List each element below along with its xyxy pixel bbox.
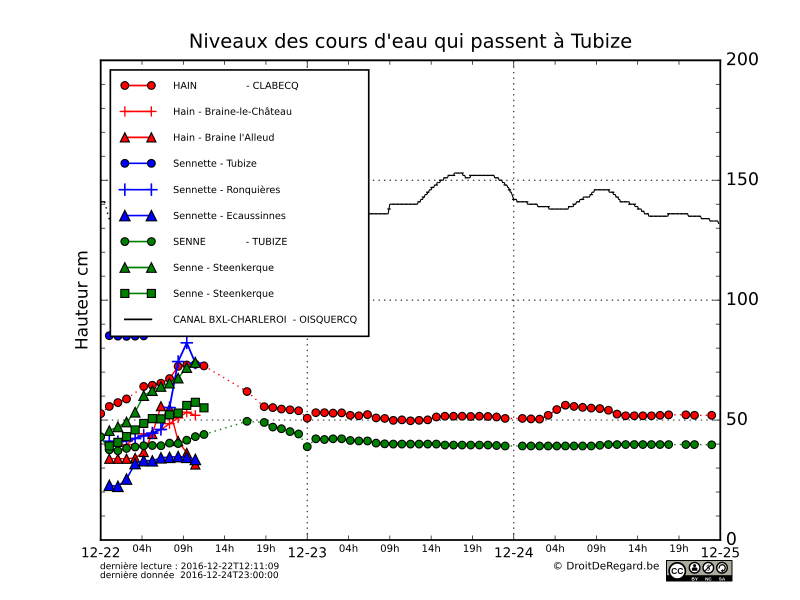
svg-text:CC: CC: [671, 566, 683, 576]
svg-text:NC: NC: [705, 577, 712, 582]
svg-text:SA: SA: [719, 577, 726, 582]
svg-text:BY: BY: [692, 577, 698, 582]
